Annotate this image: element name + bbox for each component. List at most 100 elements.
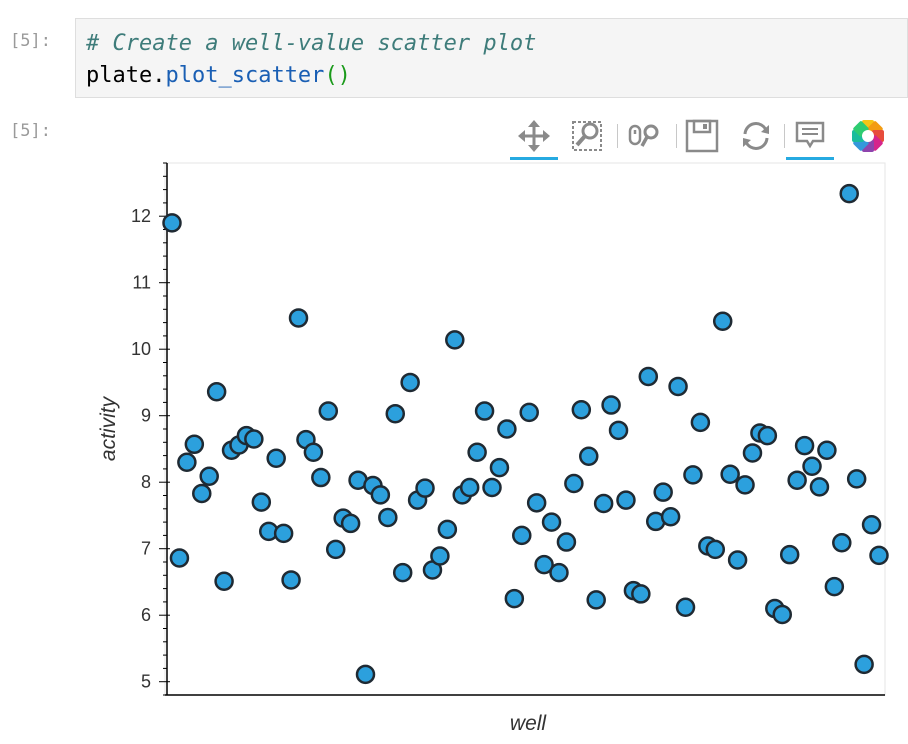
scatter-point[interactable] (169, 548, 190, 568)
scatter-point[interactable] (690, 412, 711, 433)
scatter-point[interactable] (400, 372, 420, 393)
y-axis-label: activity (97, 395, 120, 461)
y-tick-label: 5 (141, 672, 151, 692)
scatter-point[interactable] (192, 483, 212, 504)
scatter-point[interactable] (787, 470, 807, 490)
move-arrows-icon (518, 120, 550, 152)
scatter-point[interactable] (653, 482, 673, 502)
scatter-point[interactable] (266, 448, 286, 469)
y-tick-label: 11 (132, 273, 151, 293)
scatter-point[interactable] (459, 477, 480, 498)
scatter-point[interactable] (802, 456, 822, 476)
scatter-point[interactable] (370, 485, 391, 505)
scatter-point[interactable] (177, 452, 197, 472)
scatter-point[interactable] (526, 493, 547, 513)
scatter-point[interactable] (355, 664, 376, 685)
scatter-point[interactable] (474, 401, 495, 421)
scatter-point[interactable] (846, 469, 867, 489)
scatter-point[interactable] (616, 490, 636, 510)
scatter-point[interactable] (720, 464, 740, 484)
code-comment: # Create a well-value scatter plot (86, 31, 537, 56)
scatter-point[interactable] (727, 550, 748, 570)
scatter-point[interactable] (556, 532, 577, 552)
scatter-point[interactable] (668, 376, 688, 397)
scatter-point[interactable] (445, 330, 465, 350)
scatter-point[interactable] (712, 311, 733, 332)
scatter-point[interactable] (467, 442, 487, 463)
scatter-point[interactable] (608, 420, 629, 441)
scatter-point[interactable] (794, 435, 815, 456)
scatter-point[interactable] (638, 366, 659, 387)
scatter-point[interactable] (854, 654, 874, 675)
scatter-point[interactable] (489, 457, 510, 478)
scatter-point[interactable] (497, 419, 517, 439)
scatter-point[interactable] (742, 443, 763, 463)
scatter-point[interactable] (660, 507, 681, 527)
scatter-point[interactable] (437, 519, 458, 540)
y-tick-label: 8 (141, 472, 151, 492)
y-tick-label: 12 (131, 206, 151, 226)
scatter-point[interactable] (199, 466, 219, 486)
scatter-point[interactable] (482, 477, 502, 498)
scatter-point[interactable] (705, 539, 726, 560)
save-tool[interactable] (678, 112, 726, 160)
scatter-point[interactable] (549, 562, 569, 583)
scatter-point[interactable] (869, 545, 889, 566)
scatter-point[interactable] (244, 429, 264, 449)
scatter-point[interactable] (519, 402, 539, 423)
scatter-point[interactable] (832, 532, 852, 553)
scatter-point[interactable] (273, 523, 294, 544)
scatter-point[interactable] (541, 512, 562, 532)
wheel-zoom-tool[interactable] (620, 112, 668, 160)
scatter-point[interactable] (288, 308, 309, 328)
y-tick-label: 10 (131, 339, 151, 359)
scatter-point[interactable] (772, 604, 793, 625)
scatter-point[interactable] (318, 401, 339, 421)
hover-tool[interactable] (786, 112, 834, 160)
scatter-point[interactable] (392, 562, 413, 583)
scatter-point[interactable] (586, 590, 606, 610)
scatter-point[interactable] (340, 513, 361, 534)
scatter-point[interactable] (430, 546, 450, 566)
scatter-point[interactable] (735, 475, 755, 495)
scatter-point[interactable] (757, 425, 778, 446)
scatter-point[interactable] (817, 440, 837, 461)
scatter-point[interactable] (415, 478, 435, 498)
scatter-point[interactable] (303, 442, 324, 463)
scatter-point[interactable] (206, 382, 227, 402)
scatter-point[interactable] (325, 539, 346, 560)
scatter-point[interactable] (281, 570, 301, 590)
scatter-point[interactable] (378, 507, 398, 528)
scatter-point[interactable] (579, 446, 599, 467)
y-tick-label: 9 (141, 406, 151, 426)
scatter-point[interactable] (631, 584, 651, 604)
scatter-point[interactable] (184, 434, 205, 455)
reset-arrows-icon (743, 122, 769, 150)
scatter-point[interactable] (861, 515, 882, 535)
code-call: plate.plot_scatter() (86, 63, 351, 88)
reset-tool[interactable] (732, 112, 780, 160)
scatter-point[interactable] (824, 576, 845, 597)
scatter-point[interactable] (251, 492, 272, 512)
code-cell[interactable]: # Create a well-value scatter plot plate… (75, 18, 908, 98)
scatter-point[interactable] (534, 554, 554, 575)
scatter-point[interactable] (839, 183, 859, 204)
scatter-point[interactable] (311, 467, 331, 488)
scatter-point[interactable] (683, 465, 703, 485)
scatter-point[interactable] (504, 588, 525, 609)
bokeh-logo[interactable] (844, 112, 892, 160)
scatter-point[interactable] (512, 525, 532, 546)
pan-tool[interactable] (510, 112, 558, 160)
scatter-point[interactable] (564, 473, 584, 494)
scatter-point[interactable] (162, 213, 182, 233)
scatter-point[interactable] (779, 544, 800, 565)
scatter-point[interactable] (214, 571, 234, 592)
scatter-point[interactable] (385, 403, 406, 424)
scatter-point[interactable] (601, 395, 621, 415)
box-zoom-tool[interactable] (564, 112, 612, 160)
scatter-point[interactable] (809, 477, 830, 497)
scatter-point[interactable] (675, 597, 696, 617)
scatter-point[interactable] (571, 399, 592, 420)
scatter-point[interactable] (593, 493, 614, 514)
